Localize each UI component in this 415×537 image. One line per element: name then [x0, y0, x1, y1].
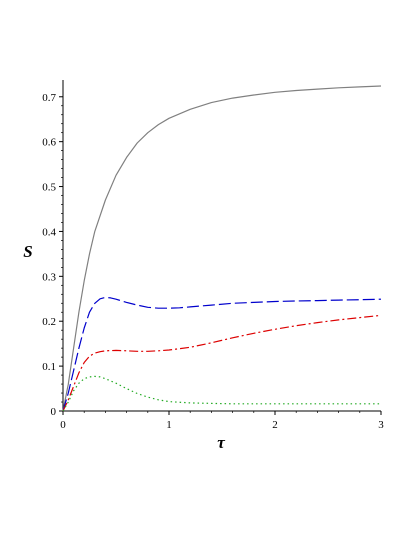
y-tick-label: 0 [51, 406, 57, 418]
x-axis-label: τ [217, 433, 225, 452]
x-tick-label: 0 [60, 419, 66, 431]
x-axis-ticks: 0 1 2 3 [60, 411, 384, 431]
y-tick-label: 0.6 [42, 137, 56, 149]
series-line-2 [62, 296, 382, 412]
y-tick-label: 0.7 [42, 92, 56, 104]
y-axis-ticks: 0 0.1 0.2 0.3 0.4 0.5 0.6 0.7 [42, 92, 63, 418]
y-tick-label: 0.5 [42, 182, 56, 194]
series-line-4 [62, 375, 381, 412]
x-tick-label: 2 [272, 419, 278, 431]
y-tick-label: 0.1 [42, 361, 56, 373]
x-tick-label: 1 [166, 419, 172, 431]
y-tick-label: 0.2 [42, 316, 56, 328]
y-tick-label: 0.3 [42, 271, 56, 283]
series-group [62, 85, 382, 412]
y-tick-label: 0.4 [42, 226, 56, 238]
y-axis-label: S [23, 242, 32, 261]
axes [62, 80, 381, 412]
series-line-1 [62, 85, 382, 412]
x-tick-label: 3 [378, 419, 384, 431]
series-line-3 [62, 314, 382, 412]
